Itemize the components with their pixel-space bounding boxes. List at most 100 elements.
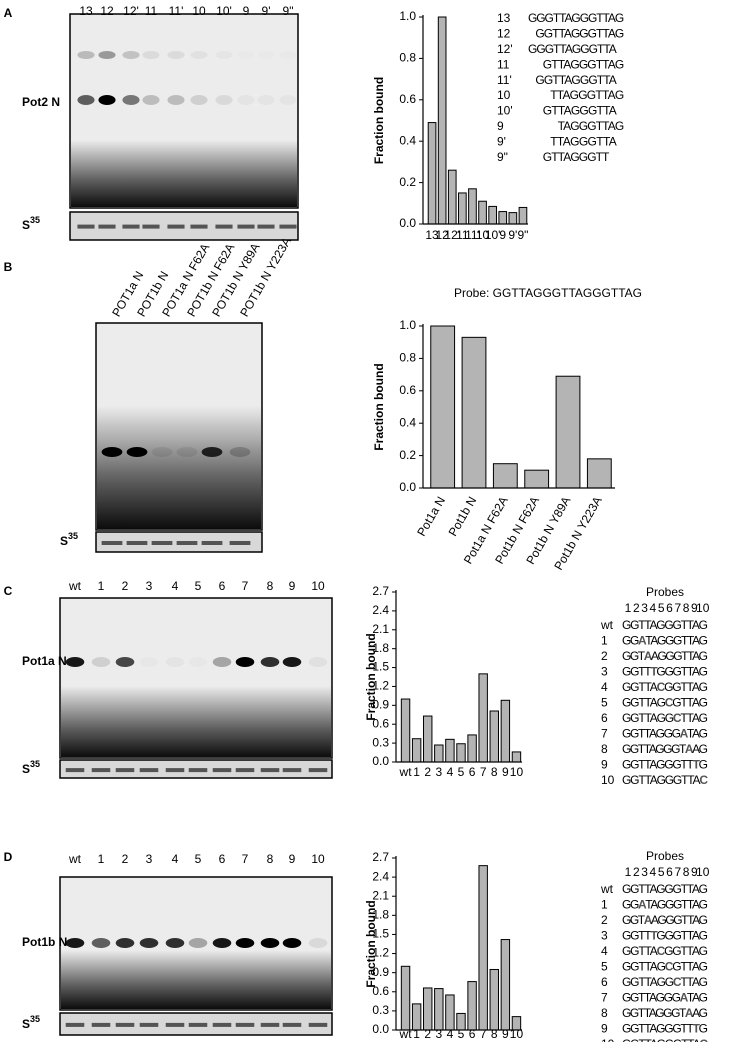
probe-position: 2 [633, 865, 640, 879]
mutated-base: C [673, 975, 682, 989]
probe-name: 13 [497, 11, 511, 25]
probe-position: 6 [666, 601, 673, 615]
probe-position: 7 [674, 865, 681, 879]
probe-base: GGTTAGGGTTAG [622, 882, 708, 896]
y-tick-label: 2.1 [372, 622, 389, 636]
gel-band [235, 657, 255, 667]
probe-sequence: TTAGGGTTAG [550, 88, 624, 102]
lane-label: 2 [122, 852, 129, 866]
bar [461, 336, 487, 489]
probe-base: GGTTAG [664, 680, 708, 694]
x-tick-label: 9 [502, 765, 509, 779]
x-tick-label: 4 [447, 765, 454, 779]
gel-band [282, 938, 302, 948]
loading-band [126, 541, 148, 545]
probe-base: GGTTAGG [622, 711, 674, 725]
gel-band [188, 938, 208, 948]
probe-name: 11 [497, 57, 510, 71]
loading-band [122, 224, 140, 229]
gel-band [126, 447, 148, 457]
probe-name: 9 [601, 1022, 608, 1036]
probe-sequence: GGTTAGGCTTAG [622, 975, 708, 989]
probe-sequence: GGTAAGGGTTAG [622, 649, 708, 663]
gel-band [115, 938, 135, 948]
mutated-base: C [657, 680, 666, 694]
probe-sequence: GGTTAGGGTTAG [535, 27, 624, 41]
loading-band [282, 1022, 302, 1027]
mutated-base: T [693, 758, 701, 772]
loading-band [212, 1022, 232, 1027]
probe-base: TTAG [680, 711, 708, 725]
probe-sequence: GGTTAGGGATAG [622, 991, 708, 1005]
lane-label: 8 [267, 579, 274, 593]
bar [492, 463, 518, 489]
lane-label: 9" [283, 4, 294, 18]
probe-base: GGT [622, 649, 646, 663]
probe-name: 7 [601, 991, 608, 1005]
probe-base: GGTTAGGGTTA [622, 773, 701, 787]
gel-band [282, 657, 302, 667]
x-tick-label: 10' [485, 228, 501, 242]
bar [511, 751, 522, 763]
gel-band [229, 447, 251, 457]
y-tick-label: 0.0 [399, 480, 416, 494]
probe-position: 5 [658, 865, 665, 879]
probe-base: GGTTAGGGT [622, 1006, 687, 1020]
loading-band [65, 1022, 85, 1027]
lane-label: 4 [172, 579, 179, 593]
probe-sequence: GGTTAGGGTTAG [622, 618, 708, 632]
lane-label: 3 [146, 852, 153, 866]
lane-label: 10 [311, 579, 325, 593]
mutated-base: C [657, 944, 666, 958]
gel-band [167, 51, 185, 59]
mutated-base: A [638, 634, 647, 648]
bar [427, 122, 437, 225]
probe-position: 4 [650, 601, 657, 615]
loading-band [308, 1022, 328, 1027]
mutated-base: T [650, 929, 658, 943]
loading-label: S35 [22, 215, 40, 232]
loading-band [167, 224, 185, 229]
gel-label: Pot1b N [22, 935, 67, 949]
x-tick-label: 9 [499, 228, 506, 242]
loading-label-sup: 35 [30, 759, 40, 769]
bar [518, 206, 528, 225]
gel-band [260, 657, 280, 667]
lane-label: 5 [195, 579, 202, 593]
gel-band [77, 95, 95, 105]
probe-name: 11' [497, 73, 512, 87]
probe-base: G [699, 758, 708, 772]
mutated-base: T [693, 1022, 701, 1036]
bar [478, 200, 487, 225]
probe-sequence: GGTTTGGGTTAG [622, 665, 708, 679]
gel-band [139, 938, 159, 948]
y-tick-label: 0.0 [372, 754, 389, 768]
x-tick-label: 9" [517, 228, 528, 242]
y-axis-label: Fraction bound [372, 363, 386, 450]
lane-label: 9 [243, 4, 250, 18]
bar [500, 699, 511, 763]
x-tick-label: 11 [456, 228, 469, 242]
y-tick-label: 1.5 [372, 927, 389, 941]
lane-label: 10' [216, 4, 232, 18]
probe-base: GGTT [622, 929, 652, 943]
x-tick-label: 10 [510, 1027, 524, 1041]
x-tick-label: 13 [425, 228, 439, 242]
probe-sequence: GGTTAGGGTAAG [622, 742, 708, 756]
mutated-base: C [699, 1037, 708, 1042]
bar [489, 710, 499, 763]
bar [411, 738, 422, 763]
gel-smear [61, 950, 331, 1009]
probe-position: 8 [683, 601, 690, 615]
loading-band [165, 1022, 185, 1027]
loading-label: S35 [22, 759, 40, 776]
probe-sequence: GGTTAGGGTTTG [622, 758, 708, 772]
x-tick-label: 4 [447, 1027, 454, 1041]
loading-band [215, 224, 233, 229]
probe-name: 5 [601, 696, 608, 710]
probe-name: 10' [497, 104, 513, 118]
loading-label-sup: 35 [30, 215, 40, 225]
probe-base: GGGTTAG [656, 665, 708, 679]
bar [508, 212, 518, 225]
probe-base: GGTTAGGG [622, 727, 681, 741]
